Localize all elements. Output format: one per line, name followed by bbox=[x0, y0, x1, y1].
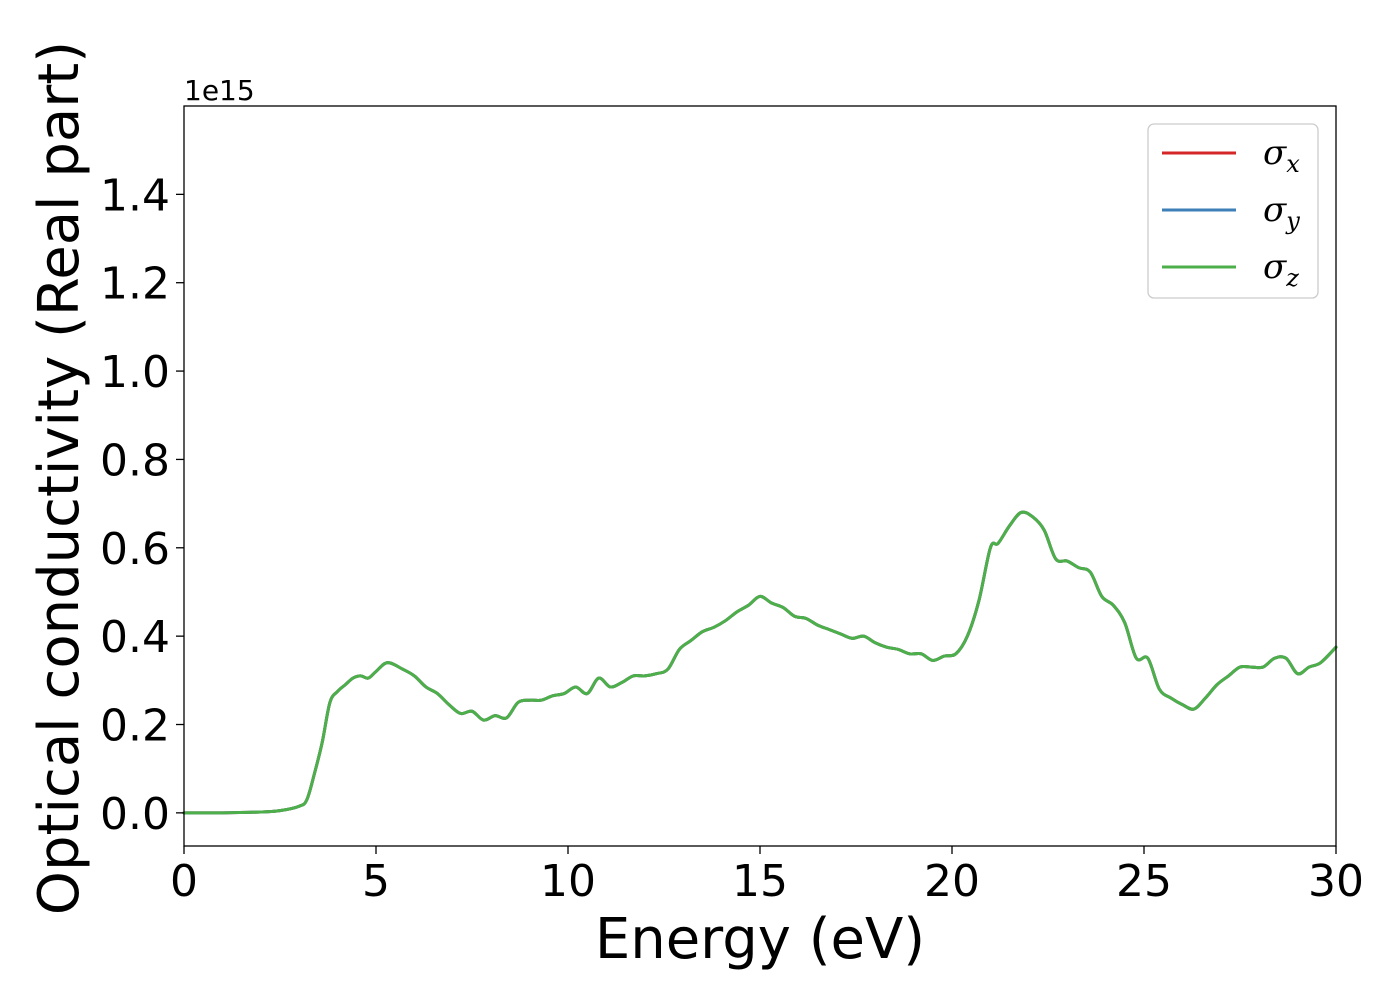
series-layer bbox=[182, 510, 1338, 815]
y-tick-label: 1.2 bbox=[100, 259, 170, 310]
legend-label-y: σy bbox=[1263, 190, 1300, 235]
y-axis-title: Optical conductivity (Real part) bbox=[27, 41, 92, 915]
x-tick-label: 15 bbox=[732, 856, 788, 907]
legend: σx σy σz bbox=[1147, 123, 1319, 299]
x-tick-label: 5 bbox=[362, 856, 390, 907]
y-tick-label: 0.6 bbox=[100, 524, 170, 575]
y-tick-label: 0.0 bbox=[100, 789, 170, 840]
x-axis-ticks: 0 5 10 15 20 25 30 bbox=[170, 846, 1364, 907]
legend-label-x: σx bbox=[1263, 133, 1300, 178]
x-tick-label: 0 bbox=[170, 856, 198, 907]
x-tick-label: 25 bbox=[1116, 856, 1172, 907]
x-tick-label: 20 bbox=[924, 856, 980, 907]
plot-area bbox=[184, 106, 1336, 846]
y-tick-label: 0.8 bbox=[100, 435, 170, 486]
y-tick-label: 0.2 bbox=[100, 701, 170, 752]
series-line-z bbox=[182, 510, 1338, 815]
legend-label-z: σz bbox=[1263, 247, 1299, 292]
y-tick-label: 1.0 bbox=[100, 347, 170, 398]
x-axis-title: Energy (eV) bbox=[595, 907, 925, 972]
y-axis-ticks: 0.0 0.2 0.4 0.6 0.8 1.0 1.2 1.4 bbox=[100, 170, 184, 840]
y-offset-label: 1e15 bbox=[184, 74, 255, 107]
x-tick-label: 10 bbox=[540, 856, 596, 907]
legend-entries: σx σy σz bbox=[1162, 133, 1300, 292]
x-tick-label: 30 bbox=[1308, 856, 1364, 907]
y-tick-label: 1.4 bbox=[100, 170, 170, 221]
y-tick-label: 0.4 bbox=[100, 612, 170, 663]
